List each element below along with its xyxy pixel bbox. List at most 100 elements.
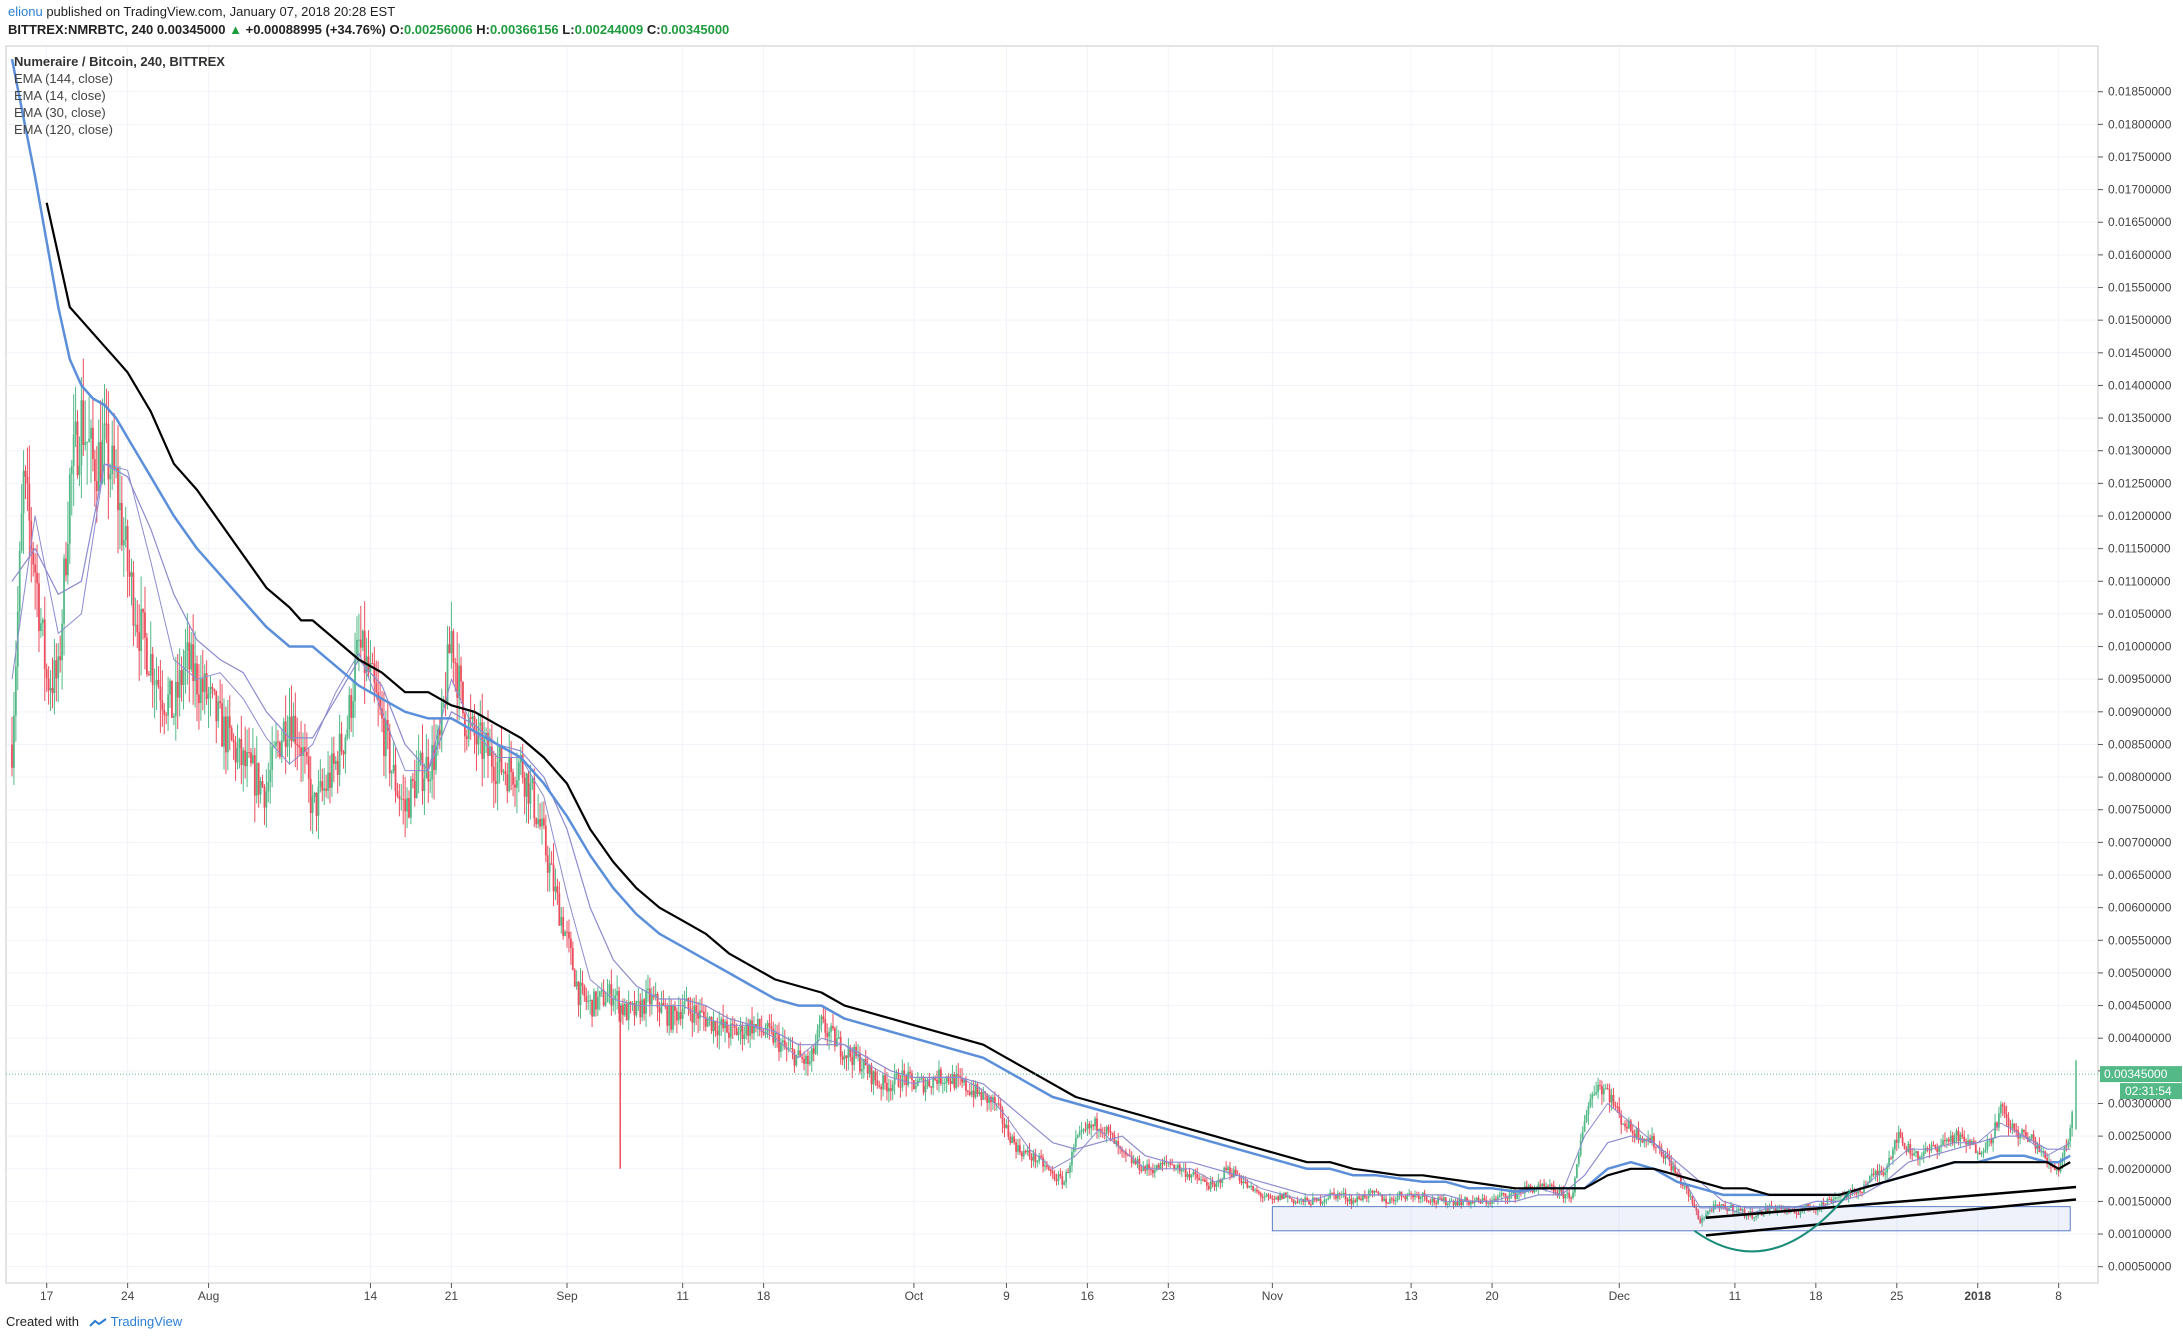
candle-body — [1741, 1209, 1744, 1211]
candle-body — [392, 764, 395, 772]
candle-body — [2046, 1157, 2048, 1164]
trendline — [1705, 1185, 2077, 1219]
candle-body — [180, 670, 183, 685]
candle-body — [1680, 1176, 1682, 1185]
candle-body — [1294, 1201, 1297, 1204]
candle-body — [1123, 1151, 1125, 1153]
candle-body — [1213, 1184, 1216, 1187]
candle-body — [1489, 1202, 1492, 1204]
candle-body — [612, 998, 615, 1006]
candle-body — [539, 819, 541, 827]
ema120-line — [10, 58, 2071, 1197]
candle-body — [1662, 1156, 1665, 1159]
candle-body — [824, 1019, 827, 1033]
candle-body — [1177, 1164, 1179, 1169]
candle-body — [1387, 1203, 1389, 1205]
candle-body — [768, 1023, 771, 1027]
candle-body — [1171, 1164, 1174, 1166]
candle-body — [963, 1079, 965, 1083]
drawings — [1271, 1185, 2077, 1253]
candle-body — [860, 1069, 863, 1072]
candle-body — [492, 766, 495, 781]
support-zone-box — [1271, 1206, 2071, 1232]
candle-body — [1697, 1210, 1700, 1219]
candle-body — [1637, 1128, 1640, 1141]
candle-body — [814, 1043, 817, 1054]
legend-ema120: EMA (120, close) — [14, 122, 113, 137]
candle-body — [808, 1061, 811, 1065]
candle-body — [1414, 1194, 1416, 1198]
candle-body — [604, 1002, 607, 1006]
candle-body — [716, 1030, 719, 1036]
tradingview-link[interactable]: TradingView — [110, 1314, 183, 1329]
candle-body — [1774, 1207, 1777, 1211]
candle-body — [558, 893, 561, 926]
candle-body — [508, 757, 511, 792]
x-tick-label: 11 — [676, 1289, 689, 1303]
candle-body — [1932, 1144, 1935, 1146]
time-axis[interactable]: 17 24 Aug 14 21 Sep 11 18 Oct 9 16 23 Nov 13 20 Dec 11 18… — [40, 1283, 2062, 1303]
candle-body — [342, 751, 345, 755]
candle-body — [1500, 1192, 1503, 1196]
candle-body — [566, 931, 568, 933]
candle-body — [1928, 1149, 1931, 1151]
candle-body — [2032, 1134, 2035, 1141]
candle-body — [674, 1005, 676, 1011]
candle-body — [199, 678, 202, 703]
candle-body — [1876, 1170, 1879, 1176]
candle-body — [1257, 1191, 1260, 1194]
candle-body — [226, 716, 229, 753]
candle-body — [1782, 1208, 1784, 1210]
candle-body — [891, 1084, 894, 1092]
candle-body — [616, 990, 619, 996]
y-tick-label: 0.01550000 — [2108, 281, 2172, 295]
candle-body — [1344, 1192, 1347, 1200]
candle-body — [845, 1055, 848, 1058]
candle-body — [1275, 1196, 1278, 1199]
price-axis[interactable]: 0.00050000 0.00100000 0.00150000 0.00200000… — [2098, 85, 2172, 1274]
candle-body — [1550, 1184, 1553, 1186]
candle-body — [1259, 1193, 1262, 1197]
y-tick-label: 0.00100000 — [2108, 1227, 2172, 1241]
candle-body — [336, 760, 339, 775]
candle-body — [585, 996, 588, 1002]
legend: Numeraire / Bitcoin, 240, BITTREX EMA (1… — [14, 54, 225, 137]
candle-body — [1198, 1178, 1201, 1181]
candle-body — [1221, 1178, 1224, 1183]
candle-body — [1385, 1198, 1387, 1204]
candle-body — [1599, 1084, 1601, 1086]
candle-body — [1310, 1204, 1312, 1206]
candle-body — [839, 1037, 842, 1057]
candle-body — [1433, 1198, 1436, 1203]
candle-body — [1895, 1139, 1898, 1143]
candle-body — [383, 718, 385, 757]
candle-body — [1223, 1167, 1226, 1179]
candle-body — [2017, 1130, 2020, 1139]
candle-body — [1944, 1140, 1946, 1142]
author-link[interactable]: elionu — [8, 4, 43, 19]
candle-body — [1200, 1179, 1202, 1181]
candle-body — [1036, 1161, 1039, 1163]
candle-body — [901, 1070, 904, 1088]
candle-body — [1649, 1138, 1651, 1144]
candle-body — [498, 746, 501, 762]
candle-body — [1870, 1173, 1873, 1177]
candle-body — [550, 863, 553, 865]
candle-body — [1651, 1135, 1653, 1144]
candle-body — [993, 1097, 996, 1104]
candle-body — [2024, 1131, 2027, 1137]
candle-body — [1504, 1193, 1507, 1199]
candle-body — [450, 631, 453, 654]
legend-ema30: EMA (30, close) — [14, 105, 106, 120]
candle-body — [454, 662, 457, 664]
candle-body — [146, 637, 148, 675]
candle-body — [1660, 1148, 1663, 1157]
candle-body — [805, 1055, 807, 1064]
publish-info: published on TradingView.com, January 07… — [42, 4, 396, 19]
candle-body — [221, 703, 223, 747]
candle-body — [198, 694, 200, 703]
candle-body — [2007, 1118, 2010, 1128]
candle-body — [1541, 1183, 1544, 1187]
candle-body — [119, 502, 121, 511]
